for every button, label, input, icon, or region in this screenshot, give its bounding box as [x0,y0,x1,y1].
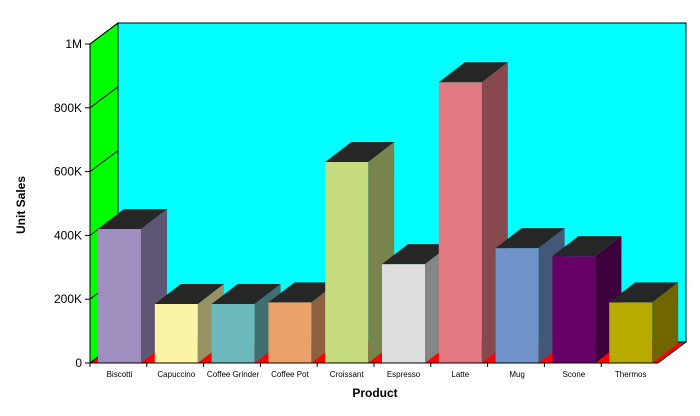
x-tick-label: Capuccino [157,370,195,379]
y-tick-label: 400K [54,228,82,242]
x-tick-label: Coffee Grinder [207,370,260,379]
x-tick-label: Thermos [615,370,647,379]
y-tick-depth [89,150,119,173]
bar-front [495,248,539,363]
x-tick-label: Croissant [330,370,365,379]
bar-top [382,244,451,265]
y-tick-label: 600K [54,165,82,179]
bar-front [325,162,369,363]
bar-front [268,302,312,363]
bar [98,209,167,363]
bar-top [98,209,167,230]
bars [98,62,679,363]
bar-front [154,303,198,363]
bar-top [211,283,281,304]
bar-top [154,283,224,304]
x-tick-label: Mug [509,370,525,379]
bar-top [438,62,508,83]
y-tick-label: 0 [75,356,82,370]
x-tick-label: Latte [451,370,469,379]
y-tick-label: 200K [54,292,82,306]
y-tick-label: 800K [54,101,82,115]
bar-front [609,302,653,363]
bar-top [325,142,395,163]
bar [609,282,679,363]
bar-top [495,228,565,249]
y-axis: 0 200K 400K 600K 800K 1M [54,22,119,370]
bar-front [382,264,425,363]
x-tick-label: Coffee Pot [271,370,309,379]
y-tick-label: 1M [65,37,82,51]
x-tick-label: Biscotti [107,370,133,379]
y-tick-depth [89,22,119,45]
y-tick-depth [89,86,119,109]
x-axis-title: Product [352,386,397,400]
bar-top [268,282,338,303]
x-axis: Biscotti Capuccino Coffee Grinder Coffee Po… [89,362,658,379]
x-tick-label: Scone [563,370,586,379]
bar-side [652,282,679,363]
bar-top [609,282,679,303]
bar-front [98,229,141,363]
bar-front [438,82,482,363]
bar-front [211,303,255,363]
bar-top [552,236,622,257]
bar-front [552,256,596,363]
y-axis-title: Unit Sales [14,176,28,234]
x-tick-label: Espresso [387,370,421,379]
